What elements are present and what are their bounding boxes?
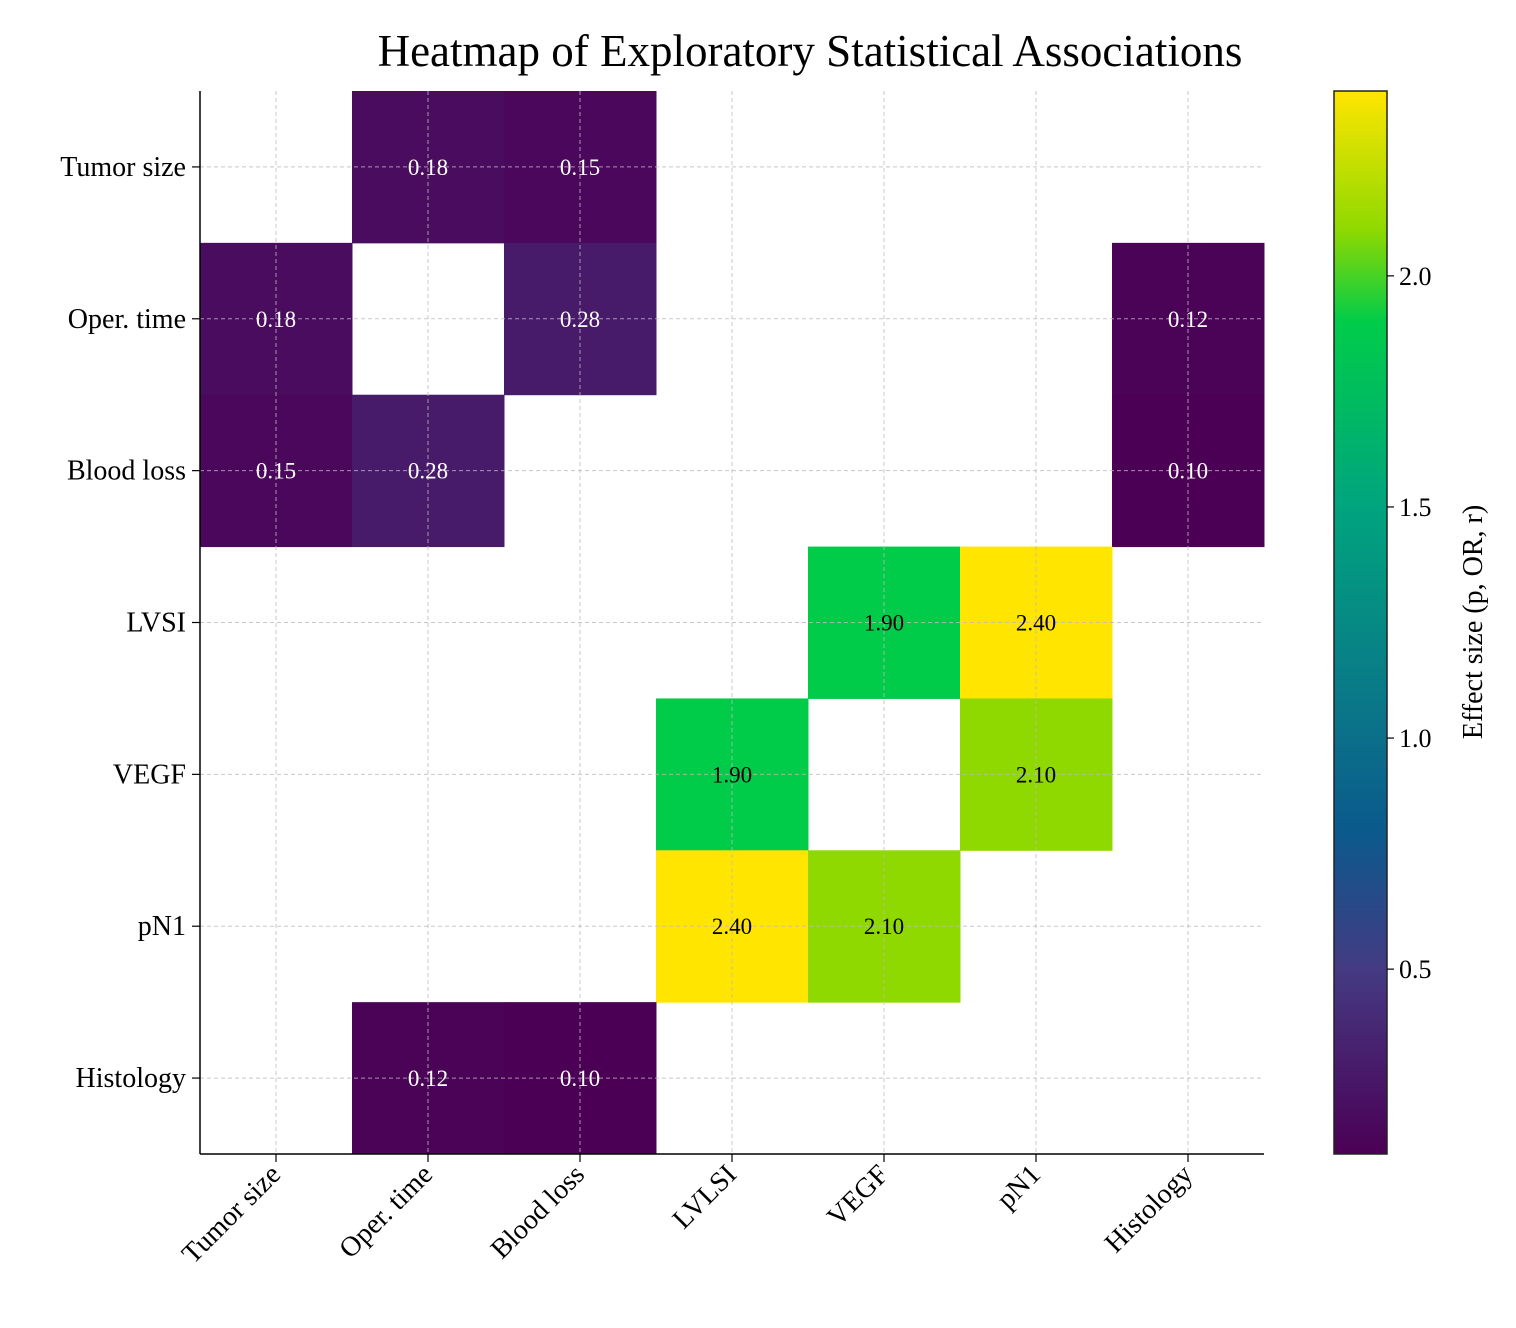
cell-annotation: 0.12 [1168, 307, 1208, 332]
colorbar-label: Effect size (p, OR, r) [1458, 505, 1489, 739]
cell-annotation: 0.12 [408, 1066, 448, 1091]
cell-annotation: 0.28 [560, 307, 600, 332]
cell-annotation: 0.15 [256, 459, 296, 484]
cell-annotation: 0.10 [560, 1066, 600, 1091]
y-tick-label: Oper. time [68, 304, 186, 335]
cell-annotation: 0.18 [408, 155, 448, 180]
cell-annotation: 2.40 [1016, 611, 1056, 636]
chart-title: Heatmap of Exploratory Statistical Assoc… [378, 26, 1243, 76]
y-tick-label: LVSI [126, 608, 186, 639]
y-tick-label: Blood loss [67, 456, 186, 487]
x-tick-label: Blood loss [485, 1159, 591, 1265]
colorbar [1333, 90, 1388, 1155]
cell-annotation: 2.10 [864, 914, 904, 939]
colorbar-tick-label: 1.5 [1399, 493, 1432, 522]
colorbar-tick-label: 1.0 [1399, 724, 1432, 753]
x-tick-label: Histology [1099, 1159, 1199, 1259]
x-tick-label: pN1 [991, 1159, 1047, 1215]
x-tick-label: Oper. time [333, 1159, 439, 1265]
y-tick-label: pN1 [138, 911, 186, 942]
x-tick-label: LVLSI [667, 1159, 743, 1235]
cell-annotation: 1.90 [864, 611, 904, 636]
x-tick-label: VEGF [821, 1159, 895, 1233]
colorbar-tick-label: 0.5 [1399, 955, 1432, 984]
cell-annotation: 0.28 [408, 459, 448, 484]
y-tick-label: Tumor size [60, 152, 186, 183]
y-tick-label: Histology [76, 1063, 186, 1094]
cell-annotation: 0.18 [256, 307, 296, 332]
cell-annotation: 0.10 [1168, 459, 1208, 484]
cell-annotation: 2.10 [1016, 762, 1056, 787]
y-tick-label: VEGF [113, 759, 186, 790]
colorbar-tick-label: 2.0 [1399, 262, 1432, 291]
cell-annotation: 0.15 [560, 155, 600, 180]
x-tick-label: Tumor size [176, 1159, 287, 1270]
cell-annotation: 2.40 [712, 914, 752, 939]
cell-annotation: 1.90 [712, 762, 752, 787]
